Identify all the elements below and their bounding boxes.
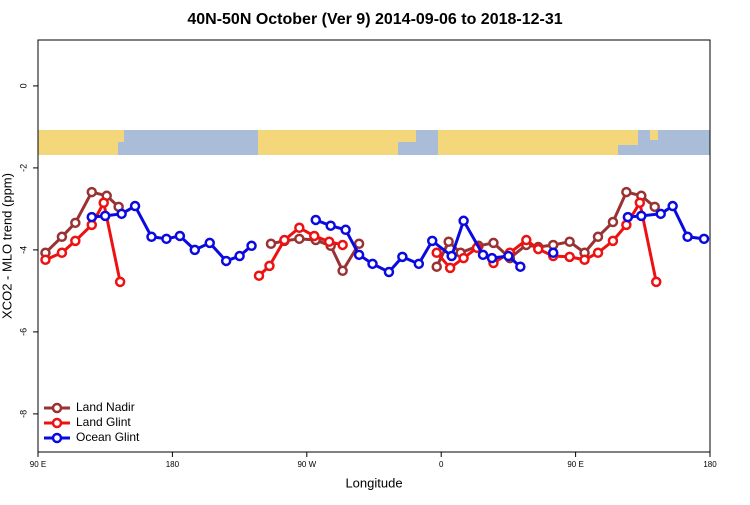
data-point [458, 252, 469, 264]
y-tick-label: -6 [18, 328, 28, 336]
data-point [397, 251, 408, 263]
data-point [353, 238, 365, 249]
data-point [413, 258, 425, 270]
data-point [503, 250, 514, 262]
data-point [204, 237, 215, 249]
data-point [99, 210, 111, 222]
data-point [56, 247, 68, 259]
y-tick-label: -8 [18, 410, 28, 418]
y-tick-label: -2 [18, 164, 28, 172]
legend-marker [51, 402, 63, 414]
data-point [70, 235, 81, 247]
data-point [488, 237, 499, 249]
y-tick-label: 0 [18, 83, 28, 88]
data-point [340, 224, 351, 236]
data-point [607, 216, 619, 228]
chart-title: 40N-50N October (Ver 9) 2014-09-06 to 20… [187, 11, 562, 28]
y-tick-label: -4 [18, 246, 28, 254]
x-tick-label: 0 [439, 460, 444, 469]
data-point [253, 270, 265, 281]
data-point [40, 254, 51, 265]
data-point [129, 200, 141, 212]
data-point [114, 276, 126, 288]
legend-label: Land Nadir [76, 400, 135, 414]
data-point [264, 260, 275, 272]
x-tick-label: 90 E [567, 460, 583, 469]
legend-marker [51, 432, 63, 444]
data-point [294, 233, 305, 245]
data-point [458, 215, 469, 227]
data-point [533, 243, 544, 255]
x-axis-label: Longitude [345, 475, 402, 490]
data-point [323, 236, 335, 247]
legend-marker [51, 417, 63, 429]
data-point [634, 197, 646, 209]
data-point [70, 217, 81, 229]
data-point [325, 220, 336, 231]
data-point [56, 231, 68, 243]
data-point [621, 186, 632, 198]
data-point [682, 231, 693, 243]
data-point [444, 262, 456, 274]
data-point [86, 186, 98, 198]
data-point [655, 208, 666, 220]
data-point [698, 233, 710, 245]
y-axis-label: XCO2 - MLO trend (ppm) [0, 173, 14, 319]
data-point [116, 208, 127, 220]
data-point [310, 214, 322, 226]
legend-label: Land Glint [76, 415, 131, 429]
data-point [220, 255, 232, 267]
data-point [246, 240, 257, 252]
data-point [431, 247, 442, 259]
data-point [564, 251, 575, 263]
data-point [667, 200, 678, 212]
x-tick-label: 90 W [297, 460, 316, 469]
data-point [426, 235, 438, 247]
data-point [353, 249, 365, 261]
map-strip [38, 130, 710, 155]
data-point [592, 247, 604, 259]
data-point [477, 249, 489, 261]
data-point [146, 231, 157, 243]
data-point [309, 230, 320, 242]
data-point [564, 236, 575, 247]
data-point [279, 234, 290, 246]
data-point [622, 211, 634, 223]
data-point [446, 250, 457, 262]
data-point [161, 233, 172, 245]
data-point [486, 252, 498, 264]
data-point [367, 258, 378, 270]
data-point [521, 234, 532, 246]
data-point [649, 201, 660, 213]
data-point [607, 235, 619, 247]
x-tick-label: 90 E [30, 460, 46, 469]
data-point [234, 250, 245, 262]
data-point [443, 236, 454, 247]
data-point [547, 247, 559, 259]
data-point [650, 276, 662, 288]
x-tick-label: 180 [166, 460, 180, 469]
data-point [636, 210, 647, 222]
data-point [174, 230, 186, 242]
data-point [189, 244, 201, 256]
data-point [592, 231, 604, 243]
x-tick-label: 180 [703, 460, 717, 469]
data-point [579, 254, 590, 265]
data-point [98, 197, 109, 209]
data-point [294, 222, 305, 234]
data-point [383, 266, 395, 278]
data-point [86, 211, 98, 223]
data-point [431, 261, 442, 272]
legend-label: Ocean Glint [76, 430, 140, 444]
data-point [337, 265, 348, 277]
data-point [265, 238, 277, 249]
data-point [337, 239, 348, 251]
plot-frame [37, 39, 711, 453]
data-point [515, 261, 526, 272]
